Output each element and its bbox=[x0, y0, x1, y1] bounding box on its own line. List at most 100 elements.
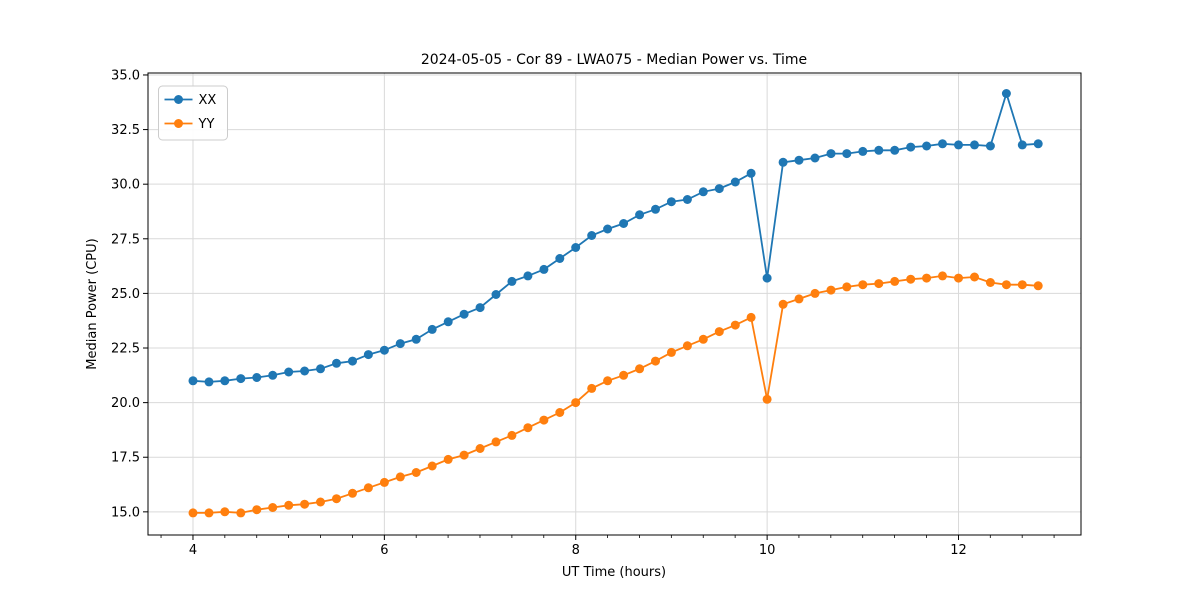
data-point-yy bbox=[507, 430, 517, 440]
data-point-yy bbox=[459, 450, 469, 460]
data-point-yy bbox=[188, 508, 198, 518]
data-point-yy bbox=[395, 472, 405, 482]
legend-marker-xx bbox=[174, 95, 183, 104]
data-point-yy bbox=[603, 376, 613, 386]
data-point-yy bbox=[714, 327, 724, 337]
data-point-yy bbox=[826, 285, 836, 295]
series-layer bbox=[188, 89, 1043, 518]
data-point-yy bbox=[762, 394, 772, 404]
data-point-xx bbox=[443, 317, 453, 327]
data-point-yy bbox=[635, 364, 645, 374]
data-point-yy bbox=[348, 488, 357, 498]
data-point-yy bbox=[858, 280, 868, 290]
plot-border bbox=[147, 72, 1082, 536]
data-point-yy bbox=[938, 271, 947, 281]
data-point-yy bbox=[619, 370, 629, 380]
x-tick-label: 10 bbox=[759, 543, 776, 558]
data-point-xx bbox=[348, 356, 357, 366]
data-point-xx bbox=[746, 168, 756, 178]
data-point-yy bbox=[922, 273, 932, 283]
data-point-xx bbox=[395, 339, 405, 349]
legend-box bbox=[158, 85, 228, 141]
data-point-xx bbox=[252, 373, 262, 382]
data-point-xx bbox=[794, 155, 804, 165]
data-point-yy bbox=[284, 500, 294, 510]
y-tick-label: 32.5 bbox=[111, 123, 140, 138]
axes-layer: 4 6 8 10 12 15.0 17.5 20.0 22.5 25.0 27.5 30.0 32.5 3… bbox=[111, 68, 1082, 558]
data-point-yy bbox=[268, 503, 278, 512]
data-point-xx bbox=[985, 141, 995, 151]
y-tick-label: 27.5 bbox=[111, 232, 140, 247]
data-point-xx bbox=[603, 224, 613, 234]
data-point-xx bbox=[938, 139, 947, 149]
data-point-xx bbox=[666, 197, 676, 207]
data-point-xx bbox=[651, 204, 660, 214]
series-xx-line bbox=[192, 90, 1039, 383]
data-point-yy bbox=[523, 423, 533, 433]
data-point-yy bbox=[204, 508, 214, 518]
y-tick-label: 25.0 bbox=[111, 287, 140, 302]
x-tick-label: 12 bbox=[950, 543, 967, 558]
data-point-yy bbox=[491, 437, 501, 447]
data-point-xx bbox=[363, 350, 373, 360]
data-point-xx bbox=[427, 324, 437, 334]
y-tick-label: 22.5 bbox=[111, 342, 140, 357]
data-point-xx bbox=[922, 141, 932, 151]
data-point-xx bbox=[1001, 89, 1011, 98]
data-point-yy bbox=[571, 398, 581, 408]
series-yy-line bbox=[193, 274, 1039, 514]
data-point-yy bbox=[778, 299, 788, 309]
data-point-yy bbox=[890, 276, 900, 286]
data-point-yy bbox=[1001, 280, 1011, 290]
y-tick-label: 35.0 bbox=[111, 68, 140, 83]
data-point-yy bbox=[874, 279, 884, 289]
data-point-xx bbox=[858, 146, 868, 156]
data-point-xx bbox=[698, 187, 708, 197]
data-point-yy bbox=[985, 278, 995, 287]
data-point-xx bbox=[714, 184, 724, 194]
data-point-xx bbox=[555, 254, 565, 263]
data-point-yy bbox=[730, 320, 740, 330]
data-point-yy bbox=[332, 494, 341, 504]
x-axis-label: UT Time (hours) bbox=[562, 565, 666, 580]
data-point-yy bbox=[379, 477, 389, 487]
data-point-yy bbox=[300, 499, 310, 509]
data-point-xx bbox=[539, 264, 549, 274]
y-tick-label: 20.0 bbox=[111, 396, 140, 411]
data-point-yy bbox=[698, 334, 708, 344]
data-point-xx bbox=[587, 231, 597, 240]
data-point-xx bbox=[906, 142, 916, 152]
data-point-xx bbox=[890, 145, 900, 155]
data-point-yy bbox=[666, 347, 676, 357]
data-point-xx bbox=[507, 276, 517, 286]
data-point-yy bbox=[443, 454, 453, 464]
data-point-xx bbox=[571, 243, 581, 252]
data-point-yy bbox=[220, 507, 230, 517]
data-point-xx bbox=[619, 219, 629, 228]
y-tick-label: 30.0 bbox=[111, 178, 140, 193]
data-point-yy bbox=[954, 273, 963, 283]
data-point-yy bbox=[411, 468, 421, 477]
data-point-xx bbox=[954, 140, 963, 150]
series-xx-markers bbox=[188, 89, 1043, 387]
x-tick-label: 6 bbox=[380, 543, 388, 558]
data-point-xx bbox=[411, 334, 421, 344]
data-point-yy bbox=[539, 415, 549, 425]
data-point-xx bbox=[523, 271, 533, 281]
data-point-xx bbox=[635, 210, 645, 220]
data-point-xx bbox=[332, 358, 341, 368]
data-point-xx bbox=[284, 367, 294, 377]
data-point-xx bbox=[268, 370, 278, 380]
data-point-yy bbox=[555, 408, 565, 417]
data-point-xx bbox=[236, 374, 246, 384]
data-point-yy bbox=[842, 282, 852, 292]
data-point-yy bbox=[236, 508, 246, 518]
data-point-xx bbox=[810, 153, 820, 163]
y-tick-label: 17.5 bbox=[111, 451, 140, 466]
data-point-xx bbox=[826, 149, 836, 159]
data-point-yy bbox=[651, 356, 660, 366]
data-point-xx bbox=[491, 290, 501, 299]
data-point-yy bbox=[427, 461, 437, 471]
y-tick-label: 15.0 bbox=[111, 505, 140, 520]
